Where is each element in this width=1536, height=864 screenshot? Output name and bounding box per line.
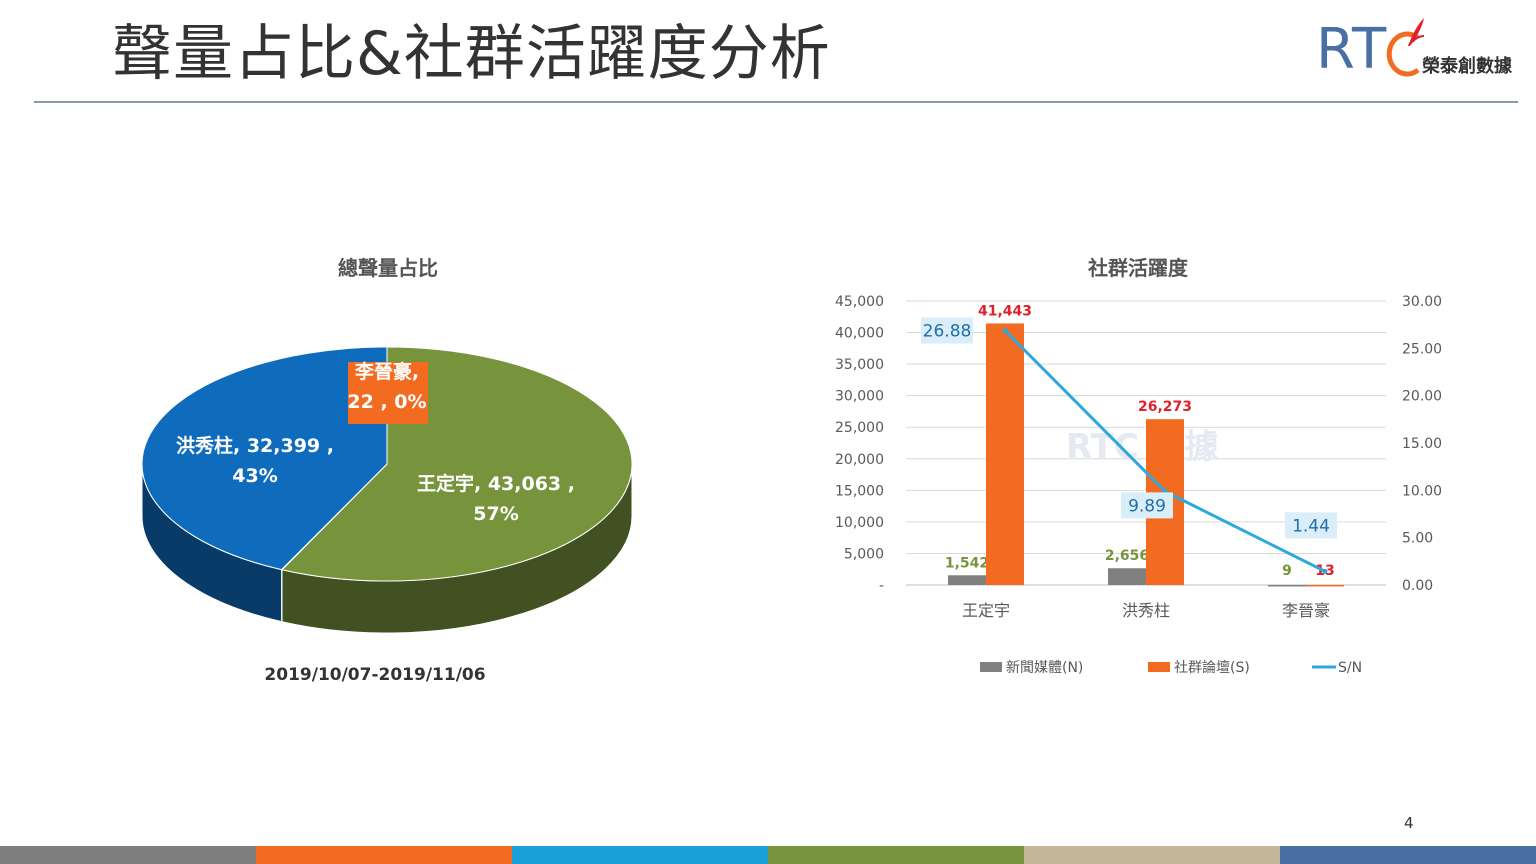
- pie-label-percent-王定宇: 57%: [473, 503, 518, 525]
- y-left-tick: 15,000: [835, 483, 884, 499]
- bar-label-新聞媒體(N): 2,656: [1105, 548, 1149, 564]
- bar-新聞媒體(N)-洪秀柱: [1108, 568, 1146, 585]
- footer-segment: [512, 846, 768, 864]
- x-tick-李晉豪: 李晉豪: [1282, 601, 1330, 620]
- legend-item: 新聞媒體(N): [1006, 660, 1083, 676]
- y-left-tick: -: [879, 578, 884, 594]
- logo-c-mark-icon: [1386, 18, 1425, 77]
- bar-新聞媒體(N)-王定宇: [948, 575, 986, 585]
- bar-新聞媒體(N)-李晉豪: [1268, 584, 1306, 587]
- pie-label-box: [348, 362, 428, 424]
- footer-segment: [1024, 846, 1280, 864]
- pie-label-洪秀柱: 洪秀柱, 32,399 ,: [176, 434, 334, 457]
- page-number: 4: [1404, 814, 1414, 832]
- y-right-tick: 25.00: [1402, 341, 1442, 357]
- footer-segment: [1280, 846, 1536, 864]
- y-left-tick: 10,000: [835, 515, 884, 531]
- footer-segment: [768, 846, 1024, 864]
- y-right-tick: 5.00: [1402, 531, 1433, 547]
- y-left-tick: 5,000: [844, 546, 884, 562]
- title-divider: [34, 101, 1518, 103]
- volume-share-pie-chart: 王定宇, 43,063 , 57% 李晉豪, 22 , 0% 洪秀柱, 32,399 ,…: [141, 346, 633, 634]
- slide-title: 聲量占比&社群活躍度分析: [112, 19, 831, 89]
- logo-letter-t: T: [1352, 17, 1387, 82]
- pie-slice-王定宇: [281, 346, 633, 582]
- y-right-tick: 20.00: [1402, 389, 1442, 405]
- line-label: 26.88: [923, 322, 972, 342]
- logo-letter-r: R: [1316, 17, 1355, 82]
- y-right-tick: 15.00: [1402, 436, 1442, 452]
- footer-segment: [0, 846, 256, 864]
- pie-slice-洪秀柱: [141, 346, 388, 571]
- legend-item: S/N: [1338, 660, 1362, 676]
- pie-label-王定宇: 王定宇, 43,063 ,: [417, 472, 575, 495]
- pie-chart-title: 總聲量占比: [338, 256, 438, 280]
- y-left-tick: 45,000: [835, 294, 884, 310]
- social-activity-combo-chart: - 5,000 10,000 15,000 20,000 25,000 30,000 35,0…: [835, 294, 1442, 676]
- y-right-tick: 10.00: [1402, 483, 1442, 499]
- y-left-tick: 40,000: [835, 326, 884, 342]
- watermark-text: RTC 數據: [1066, 427, 1220, 467]
- pie-label-percent-李晉豪: 22 , 0%: [347, 391, 426, 413]
- pie-label-李晉豪: 李晉豪,: [354, 360, 419, 383]
- y-left-tick: 30,000: [835, 389, 884, 405]
- bar-社群論壇(S)-李晉豪: [1306, 584, 1344, 587]
- x-tick-王定宇: 王定宇: [962, 601, 1010, 620]
- bar-label-社群論壇(S): 26,273: [1138, 399, 1192, 415]
- date-range: 2019/10/07-2019/11/06: [264, 665, 486, 685]
- x-tick-洪秀柱: 洪秀柱: [1122, 601, 1170, 620]
- line-label-box: [921, 317, 973, 344]
- line-point: [1002, 328, 1008, 334]
- line-label-box: [1121, 492, 1173, 519]
- y-right-tick: 30.00: [1402, 294, 1442, 310]
- y-left-tick: 25,000: [835, 420, 884, 436]
- footer-segment: [256, 846, 512, 864]
- bar-label-新聞媒體(N): 9: [1282, 563, 1292, 579]
- bar-label-社群論壇(S): 41,443: [978, 303, 1032, 319]
- line-label-box: [1285, 512, 1337, 539]
- bar-chart-title: 社群活躍度: [1088, 256, 1188, 280]
- line-label: 1.44: [1292, 516, 1330, 536]
- line-point: [1322, 568, 1328, 574]
- pie-label-percent-洪秀柱: 43%: [232, 465, 277, 487]
- legend-item: 社群論壇(S): [1174, 659, 1250, 676]
- line-label: 9.89: [1128, 496, 1166, 516]
- company-logo: R T 榮泰創數據: [1316, 16, 1530, 80]
- bar-label-新聞媒體(N): 1,542: [945, 555, 989, 571]
- y-left-tick: 35,000: [835, 357, 884, 373]
- legend-swatch: [980, 662, 1002, 672]
- bar-社群論壇(S)-王定宇: [986, 323, 1024, 585]
- footer-color-bar: [0, 846, 1536, 864]
- y-left-tick: 20,000: [835, 452, 884, 468]
- legend-swatch: [1148, 662, 1170, 672]
- y-right-tick: 0.00: [1402, 578, 1433, 594]
- logo-company-name: 榮泰創數據: [1422, 56, 1512, 77]
